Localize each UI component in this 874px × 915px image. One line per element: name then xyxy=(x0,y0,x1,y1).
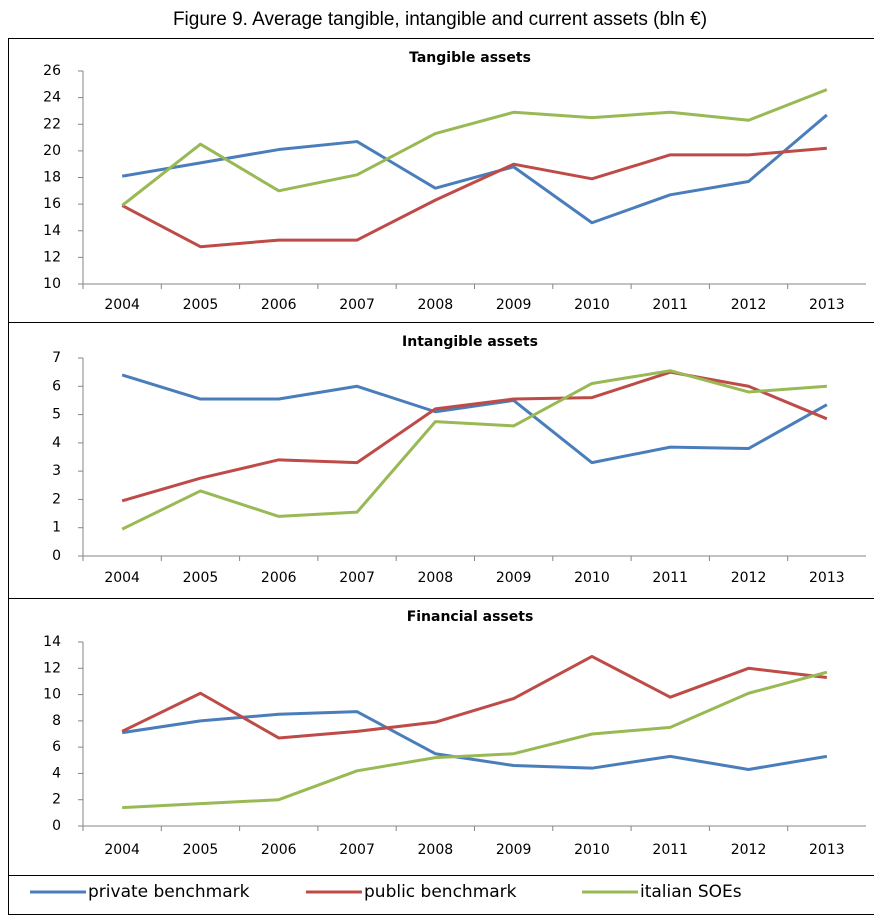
legend-label: italian SOEs xyxy=(640,882,742,902)
x-tick-label: 2009 xyxy=(496,297,532,313)
x-tick-label: 2012 xyxy=(731,570,767,586)
y-tick-label: 3 xyxy=(52,463,61,479)
legend-label: private benchmark xyxy=(88,882,250,902)
y-tick-label: 12 xyxy=(43,660,61,676)
series-line xyxy=(121,113,828,225)
x-tick-label: 2009 xyxy=(496,570,532,586)
x-tick-label: 2004 xyxy=(104,842,140,858)
x-tick-label: 2006 xyxy=(261,297,297,313)
x-tick-label: 2007 xyxy=(339,297,375,313)
series-line xyxy=(121,146,827,249)
x-tick-label: 2012 xyxy=(731,842,767,858)
y-tick-label: 20 xyxy=(43,143,61,159)
y-tick-label: 10 xyxy=(43,276,61,292)
x-tick-label: 2011 xyxy=(652,842,688,858)
y-tick-label: 14 xyxy=(43,223,61,239)
y-tick-label: 4 xyxy=(52,765,61,781)
x-tick-label: 2011 xyxy=(652,570,688,586)
y-tick-label: 4 xyxy=(52,435,61,451)
x-tick-label: 2007 xyxy=(339,570,375,586)
y-tick-label: 2 xyxy=(52,491,61,507)
y-tick-label: 24 xyxy=(43,90,61,106)
chart-title: Financial assets xyxy=(407,609,534,625)
y-tick-label: 16 xyxy=(43,196,61,212)
y-tick-label: 2 xyxy=(52,792,61,808)
y-tick-label: 6 xyxy=(52,739,61,755)
x-tick-label: 2010 xyxy=(574,842,610,858)
series-line xyxy=(122,670,828,810)
y-tick-label: 6 xyxy=(52,378,61,394)
x-tick-label: 2005 xyxy=(183,297,219,313)
series-line xyxy=(121,654,828,740)
x-tick-label: 2008 xyxy=(418,297,454,313)
x-tick-label: 2007 xyxy=(339,842,375,858)
x-tick-label: 2005 xyxy=(183,842,219,858)
frame xyxy=(8,38,874,915)
x-tick-label: 2004 xyxy=(104,570,140,586)
legend-label: public benchmark xyxy=(364,882,517,902)
series-line xyxy=(121,369,827,531)
y-tick-label: 1 xyxy=(52,520,61,536)
series-line xyxy=(121,370,828,503)
x-tick-label: 2008 xyxy=(418,842,454,858)
x-tick-label: 2006 xyxy=(261,842,297,858)
series-line xyxy=(121,373,828,465)
y-tick-label: 22 xyxy=(43,116,61,132)
x-tick-label: 2010 xyxy=(574,570,610,586)
y-tick-label: 7 xyxy=(52,350,61,366)
y-tick-label: 26 xyxy=(43,63,61,79)
x-tick-label: 2009 xyxy=(496,842,532,858)
x-tick-label: 2013 xyxy=(809,570,845,586)
chart-title: Intangible assets xyxy=(402,334,538,350)
y-tick-label: 10 xyxy=(43,687,61,703)
y-tick-label: 5 xyxy=(52,407,61,423)
x-tick-label: 2005 xyxy=(183,570,219,586)
x-tick-label: 2011 xyxy=(652,297,688,313)
x-tick-label: 2013 xyxy=(809,842,845,858)
y-tick-label: 12 xyxy=(43,249,61,265)
y-tick-label: 0 xyxy=(52,818,61,834)
x-tick-label: 2006 xyxy=(261,570,297,586)
x-tick-label: 2008 xyxy=(418,570,454,586)
x-tick-label: 2010 xyxy=(574,297,610,313)
x-tick-label: 2004 xyxy=(104,297,140,313)
x-tick-label: 2013 xyxy=(809,297,845,313)
y-tick-label: 18 xyxy=(43,170,61,186)
y-tick-label: 0 xyxy=(52,548,61,564)
series-line xyxy=(121,710,828,771)
series-line xyxy=(121,88,828,207)
chart-title: Tangible assets xyxy=(409,50,531,66)
figure-title: Figure 9. Average tangible, intangible a… xyxy=(173,9,707,30)
y-tick-label: 8 xyxy=(52,713,61,729)
x-tick-label: 2012 xyxy=(731,297,767,313)
y-tick-label: 14 xyxy=(43,634,61,650)
